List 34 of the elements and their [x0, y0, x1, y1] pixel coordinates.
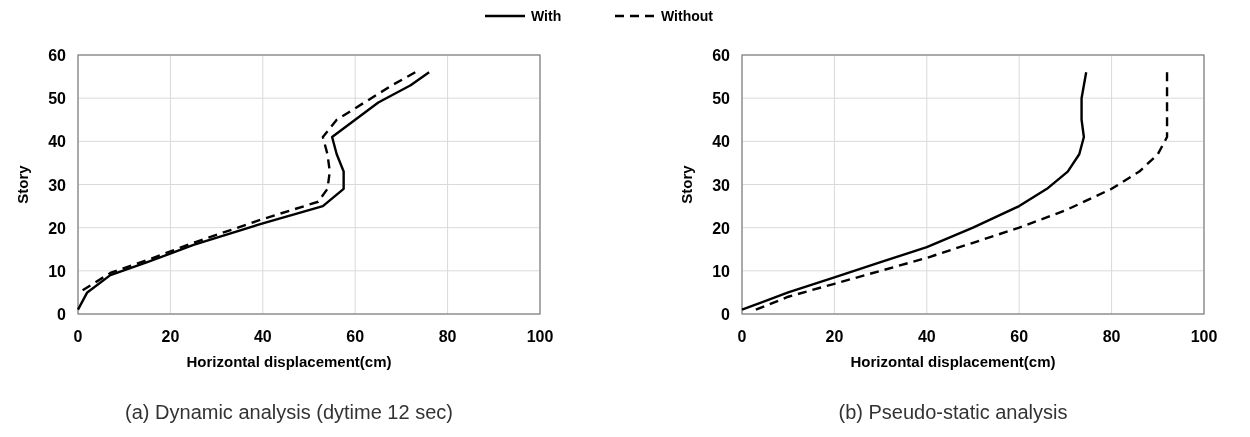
y-tick-label: 50 [712, 90, 731, 108]
y-tick-label: 30 [712, 176, 731, 194]
y-tick-label: 50 [48, 90, 67, 108]
x-tick-label: 80 [1102, 328, 1121, 345]
y-axis-title: Story [14, 164, 31, 204]
x-tick-label: 40 [917, 328, 936, 345]
x-tick-label: 100 [1190, 328, 1218, 345]
x-tick-label: 40 [253, 328, 272, 345]
y-tick-label: 10 [712, 262, 731, 280]
x-tick-label: 60 [1010, 328, 1029, 345]
text: (a) Dynamic analysis (dytime 12 sec) [125, 401, 453, 423]
y-tick-label: 30 [48, 176, 67, 194]
x-tick-label: 80 [438, 328, 457, 345]
y-tick-label: 60 [48, 47, 67, 64]
x-tick-label: 0 [73, 328, 83, 345]
y-tick-label: 40 [48, 133, 67, 151]
x-tick-label: 100 [526, 328, 554, 345]
y-tick-label: 20 [712, 219, 731, 237]
y-tick-label: 10 [48, 262, 67, 280]
x-axis-title: Horizontal displacement(cm) [186, 353, 392, 370]
legend-label: Without [661, 8, 714, 24]
x-tick-label: 20 [161, 328, 180, 345]
legend-label: With [531, 8, 562, 24]
y-tick-label: 0 [721, 306, 731, 323]
x-tick-label: 60 [346, 328, 365, 345]
text: (b) Pseudo-static analysis [838, 401, 1068, 423]
y-axis-title: Story [678, 164, 695, 204]
x-axis-title: Horizontal displacement(cm) [850, 353, 1056, 370]
y-tick-label: 20 [48, 219, 67, 237]
y-tick-label: 40 [712, 133, 731, 151]
x-tick-label: 0 [737, 328, 747, 345]
x-tick-label: 20 [825, 328, 844, 345]
y-tick-label: 60 [712, 47, 731, 64]
y-tick-label: 0 [57, 306, 67, 323]
